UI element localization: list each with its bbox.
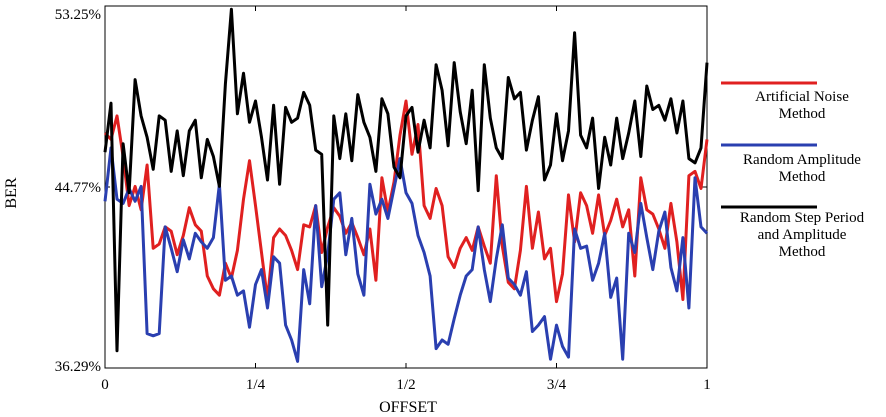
y-axis: 53.25% 44.77% 36.29% <box>55 5 707 375</box>
legend-label-3: Random Step Period <box>740 210 865 226</box>
x-axis-label: OFFSET <box>379 399 437 416</box>
y-tick-label: 44.77% <box>55 180 101 196</box>
x-tick-label: 1/2 <box>396 377 415 393</box>
legend-label-1: Method <box>779 106 826 122</box>
series-line-2 <box>103 146 709 363</box>
x-axis: 0 1/4 1/2 3/4 1 <box>101 6 711 393</box>
x-tick-label: 1 <box>703 377 711 393</box>
x-tick-label: 0 <box>101 377 109 393</box>
series-layer <box>103 7 709 363</box>
y-tick-label: 53.25% <box>55 7 101 23</box>
legend-label-1: Artificial Noise <box>755 89 849 105</box>
legend-label-2: Random Amplitude <box>743 152 861 168</box>
series-line-3 <box>103 7 709 353</box>
legend-label-3: and Amplitude <box>758 227 847 243</box>
series-line-1 <box>103 99 709 304</box>
x-tick-label: 3/4 <box>547 377 567 393</box>
y-axis-label: BER <box>3 177 20 208</box>
x-tick-label: 1/4 <box>246 377 266 393</box>
y-tick-label: 36.29% <box>55 359 101 375</box>
legend-label-3: Method <box>779 244 826 260</box>
legend-label-2: Method <box>779 169 826 185</box>
